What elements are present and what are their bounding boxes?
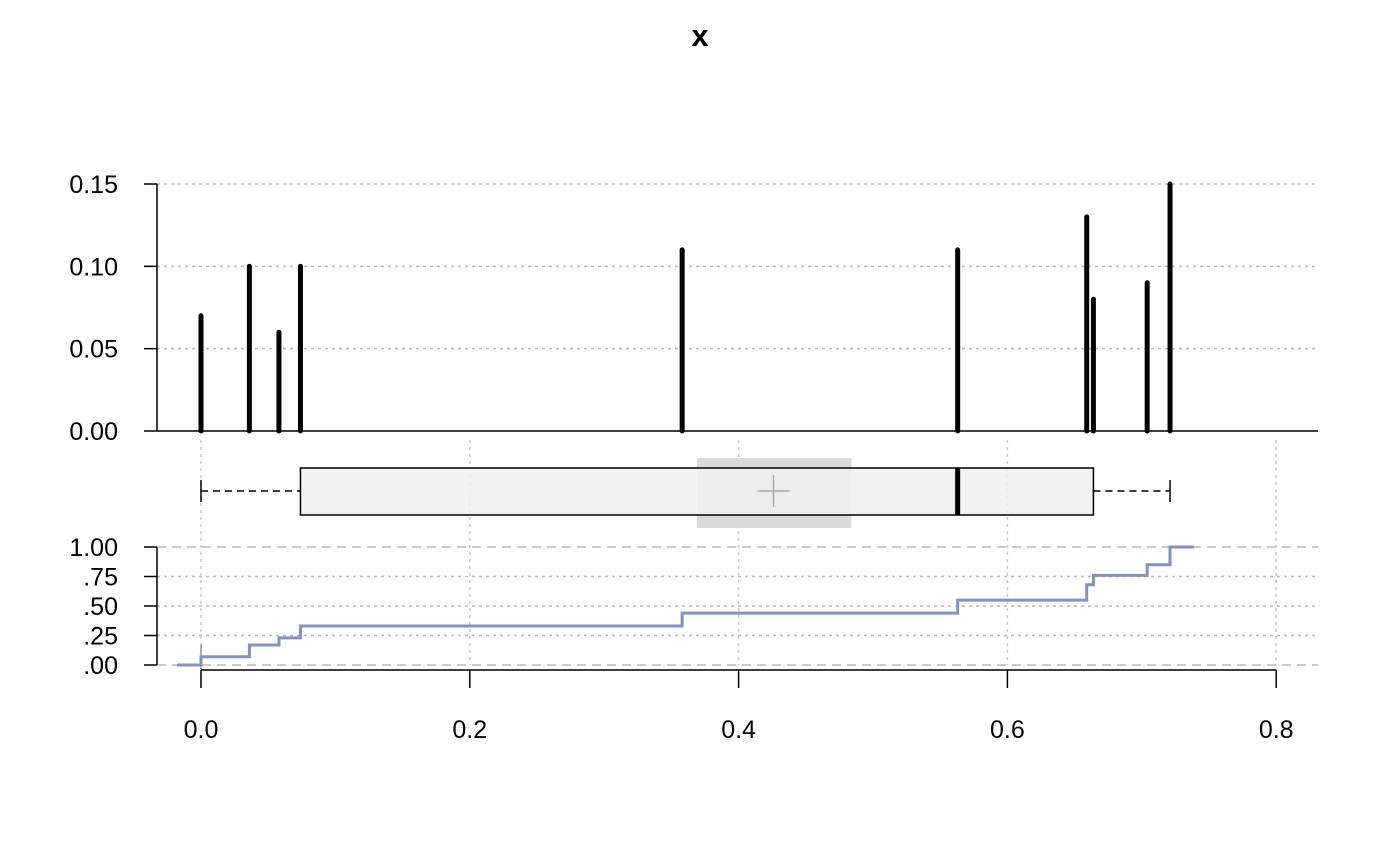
ecdf-y-tick-label: .25 [83, 623, 118, 651]
ecdf-y-tick-label: .50 [83, 593, 118, 621]
ecdf-y-tick-label: .00 [83, 652, 118, 680]
boxplot [200, 458, 1171, 528]
spike-y-tick-label: 0.10 [69, 253, 118, 281]
spike-y-tick-label: 0.15 [69, 171, 118, 199]
x-tick-label: 0.0 [184, 716, 219, 744]
x-tick-label: 0.2 [452, 716, 487, 744]
ecdf-y-tick-label: 1.00 [69, 534, 118, 562]
axes: 0.00 0.05 0.10 0.15 .00.25.50.751.00 0.0 0.2 0.… [69, 171, 1318, 744]
ecdf-step-line [177, 545, 1195, 667]
chart-title: x [691, 18, 709, 53]
grid-layer [157, 183, 1318, 666]
x-tick-label: 0.6 [990, 716, 1025, 744]
ecdf-y-tick-label: .75 [83, 564, 118, 592]
spike-y-tick-label: 0.05 [69, 336, 118, 364]
ecdf-plot [177, 545, 1195, 669]
x-tick-label: 0.4 [721, 716, 756, 744]
interquartile-box [299, 467, 1095, 516]
spike-y-tick-label: 0.00 [69, 418, 118, 446]
x-tick-label: 0.8 [1259, 716, 1294, 744]
spike-plot [198, 181, 1173, 434]
